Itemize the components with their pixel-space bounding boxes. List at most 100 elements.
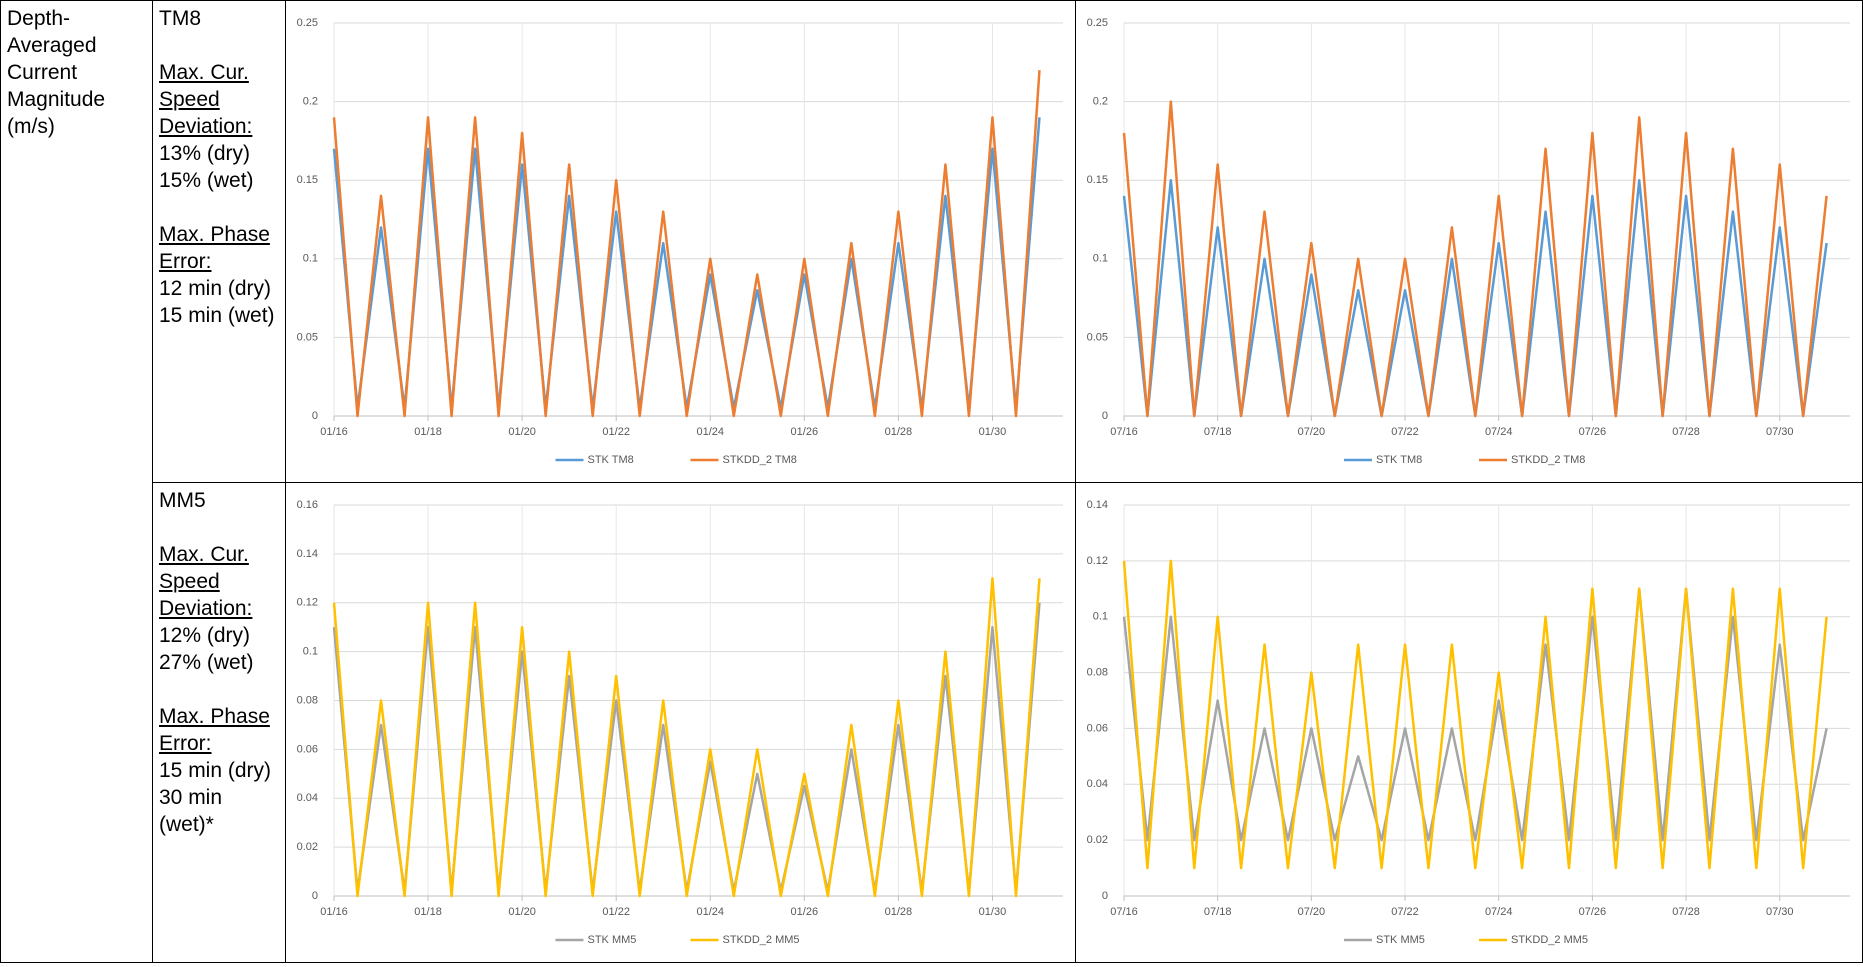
chart: 0 0.05 0.1 0.15 0.2 0.25 07/16 07/18 07/20 07/22 0… [1087, 17, 1850, 466]
x-tick-label: 07/16 [1110, 906, 1138, 918]
y-tick-label: 0.2 [303, 96, 318, 108]
x-tick-label: 07/18 [1204, 426, 1232, 438]
chart-cell: 0 0.02 0.04 0.06 0.08 0.1 0.12 0.14 0.16 01/16 01/… [285, 482, 1076, 963]
x-tick-label: 07/24 [1485, 906, 1513, 918]
x-tick-label: 07/26 [1579, 426, 1607, 438]
phase-value: 15 min (wet) [159, 304, 275, 327]
y-tick-label: 0.15 [1087, 174, 1108, 186]
x-tick-label: 01/24 [696, 426, 724, 438]
y-tick-label: 0.1 [303, 646, 318, 658]
series-line [1122, 100, 1828, 418]
x-tick-label: 01/26 [791, 426, 819, 438]
y-tick-label: 0.08 [1087, 666, 1108, 678]
station-cell: TM8 Max. Cur. Speed Deviation: 13% (dry)… [152, 0, 286, 483]
x-tick-label: 01/18 [414, 426, 442, 438]
x-tick-label: 07/22 [1391, 426, 1419, 438]
x-tick-label: 07/28 [1672, 426, 1700, 438]
x-tick-label: 07/20 [1298, 906, 1326, 918]
y-tick-label: 0.25 [297, 17, 318, 29]
y-tick-label: 0.02 [297, 841, 318, 853]
x-tick-label: 01/16 [320, 426, 348, 438]
legend-label: STKDD_2 TM8 [723, 454, 797, 466]
phase-label: Max. Phase Error: [159, 705, 270, 755]
x-tick-label: 01/20 [508, 906, 536, 918]
deviation-label: Max. Cur. Speed Deviation: [159, 61, 253, 138]
x-tick-label: 07/22 [1391, 906, 1419, 918]
x-tick-label: 01/24 [696, 906, 724, 918]
x-tick-label: 07/16 [1110, 426, 1138, 438]
deviation-value: 12% (dry) [159, 624, 251, 647]
x-tick-label: 07/30 [1766, 906, 1794, 918]
y-tick-label: 0.04 [1087, 778, 1108, 790]
y-tick-label: 0.2 [1093, 96, 1108, 108]
x-tick-label: 07/24 [1485, 426, 1513, 438]
y-tick-label: 0.12 [1087, 555, 1108, 567]
legend-label: STK MM5 [588, 934, 637, 946]
deviation-value: 27% (wet) [159, 651, 254, 674]
x-tick-label: 01/22 [602, 426, 630, 438]
series-line [332, 577, 1041, 898]
x-tick-label: 01/26 [791, 906, 819, 918]
label-cell: Depth-Averaged Current Magnitude (m/s) [0, 0, 153, 963]
legend-label: STK TM8 [588, 454, 634, 466]
y-tick-label: 0.05 [297, 331, 318, 343]
legend-label: STKDD_2 TM8 [1511, 454, 1585, 466]
station: MM5 [159, 489, 206, 512]
x-tick-label: 07/30 [1766, 426, 1794, 438]
x-tick-label: 01/22 [602, 906, 630, 918]
chart: 0 0.05 0.1 0.15 0.2 0.25 01/16 01/18 01/20 01/22 0… [297, 17, 1063, 466]
series-line [1122, 587, 1828, 842]
x-tick-label: 01/30 [979, 906, 1007, 918]
y-tick-label: 0.06 [1087, 722, 1108, 734]
legend-label: STKDD_2 MM5 [1511, 934, 1588, 946]
x-tick-label: 01/18 [414, 906, 442, 918]
x-tick-label: 01/30 [979, 426, 1007, 438]
phase-value: 15 min (dry) [159, 759, 272, 782]
deviation-value: 13% (dry) [159, 142, 251, 165]
x-tick-label: 01/28 [885, 426, 913, 438]
x-tick-label: 01/28 [885, 906, 913, 918]
deviation-value: 15% (wet) [159, 169, 254, 192]
legend-label: STK MM5 [1376, 934, 1425, 946]
y-tick-label: 0.15 [297, 174, 318, 186]
chart: 0 0.02 0.04 0.06 0.08 0.1 0.12 0.14 07/16 07/18 07… [1087, 499, 1850, 946]
y-tick-label: 0.16 [297, 499, 318, 511]
series-line [1122, 559, 1828, 870]
phase-value: 12 min (dry) [159, 277, 272, 300]
deviation-label: Max. Cur. Speed Deviation: [159, 543, 253, 620]
phase-value: 30 min (wet)* [159, 786, 223, 836]
chart-cell: 0 0.05 0.1 0.15 0.2 0.25 07/16 07/18 07/20 07/22 0… [1075, 0, 1863, 483]
chart-cell: 0 0.05 0.1 0.15 0.2 0.25 01/16 01/18 01/20 01/22 0… [285, 0, 1076, 483]
x-tick-label: 07/26 [1579, 906, 1607, 918]
station: TM8 [159, 7, 201, 30]
header-text: Depth-Averaged Current Magnitude (m/s) [7, 7, 106, 138]
y-tick-label: 0.06 [297, 743, 318, 755]
y-tick-label: 0 [312, 410, 318, 422]
station-cell: MM5 Max. Cur. Speed Deviation: 12% (dry)… [152, 482, 286, 963]
y-tick-label: 0.05 [1087, 331, 1108, 343]
x-tick-label: 07/20 [1298, 426, 1326, 438]
y-tick-label: 0.14 [1087, 499, 1108, 511]
y-tick-label: 0.1 [1093, 253, 1108, 265]
phase-label: Max. Phase Error: [159, 223, 270, 273]
y-tick-label: 0.12 [297, 597, 318, 609]
x-tick-label: 01/16 [320, 906, 348, 918]
chart: 0 0.02 0.04 0.06 0.08 0.1 0.12 0.14 0.16 01/16 01/… [297, 499, 1063, 946]
y-tick-label: 0 [1102, 890, 1108, 902]
chart-cell: 0 0.02 0.04 0.06 0.08 0.1 0.12 0.14 07/16 07/18 07… [1075, 482, 1863, 963]
y-tick-label: 0.1 [303, 253, 318, 265]
y-tick-label: 0.04 [297, 792, 318, 804]
x-tick-label: 01/20 [508, 426, 536, 438]
y-tick-label: 0 [1102, 410, 1108, 422]
y-tick-label: 0.1 [1093, 611, 1108, 623]
x-tick-label: 07/28 [1672, 906, 1700, 918]
series-line [332, 70, 1041, 418]
y-tick-label: 0.14 [297, 548, 318, 560]
y-tick-label: 0 [312, 890, 318, 902]
y-tick-label: 0.25 [1087, 17, 1108, 29]
y-tick-label: 0.08 [297, 694, 318, 706]
x-tick-label: 07/18 [1204, 906, 1232, 918]
legend-label: STKDD_2 MM5 [723, 934, 800, 946]
legend-label: STK TM8 [1376, 454, 1422, 466]
